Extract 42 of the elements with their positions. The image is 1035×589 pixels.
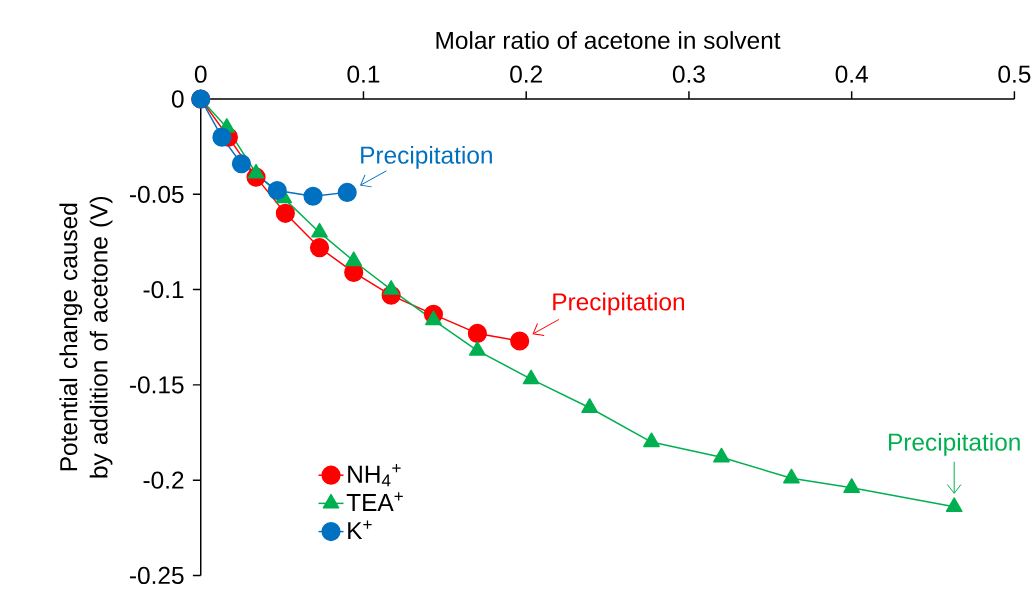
x-tick-label: 0.5 [998, 65, 1031, 83]
y-tick-label: -0.1 [143, 280, 184, 299]
annotation: Precipitation [553, 292, 685, 316]
point [945, 497, 963, 512]
point [309, 238, 330, 258]
x-tick-label: 0.1 [347, 65, 380, 83]
point [337, 182, 357, 202]
x-tick-label: 0.3 [672, 65, 705, 83]
point [643, 432, 660, 448]
point [467, 323, 487, 343]
x-axis-title: Molar ratio of acetone in solvent [436, 31, 781, 49]
point [247, 163, 265, 179]
point [275, 203, 295, 223]
y-tick-label: -0.25 [129, 566, 184, 585]
point [303, 186, 323, 206]
x-tick-label: 0.2 [510, 65, 542, 83]
annotation: Precipitation [889, 432, 1020, 456]
point [425, 310, 442, 326]
point [311, 222, 328, 238]
x-tick-label: 0.4 [835, 65, 868, 83]
point [469, 340, 486, 356]
legend-label: NH$_{4}$+ [348, 463, 401, 487]
point [581, 398, 599, 413]
legend-label: TEA$^{+}$ [346, 492, 403, 511]
x-tick-label: 0 [194, 65, 207, 83]
y-tick-label: -0.05 [129, 185, 184, 203]
legend-label: K$^{+}$ [348, 520, 372, 540]
point [783, 468, 800, 484]
point [522, 369, 540, 385]
point [843, 478, 861, 493]
y-tick-label: -0.2 [143, 471, 184, 489]
point [231, 154, 251, 174]
annotation: Precipitation [361, 145, 492, 169]
y-tick-label: 0 [171, 90, 184, 108]
point [382, 279, 400, 295]
point [267, 180, 287, 200]
point [212, 127, 232, 147]
point [510, 331, 530, 351]
point [713, 447, 730, 463]
point [345, 251, 363, 267]
y-tick-label: -0.15 [129, 376, 184, 394]
y-axis-title: Potential change caused by addition of acetone (V) [59, 196, 113, 478]
